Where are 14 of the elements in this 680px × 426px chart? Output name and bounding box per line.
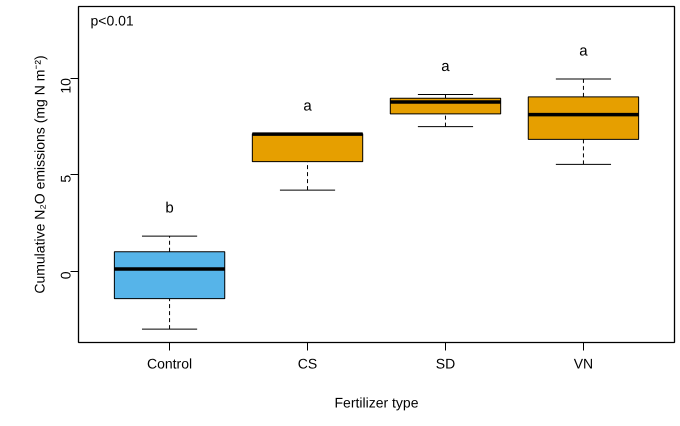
annotation: a: [441, 58, 450, 76]
annotation: b: [165, 200, 174, 217]
x-axis-title: Fertilizer type: [334, 394, 419, 410]
annotation: a: [579, 42, 588, 60]
annotation: p<0.01: [90, 12, 134, 28]
y-axis-title: Cumulative N₂O emissions (mg N m⁻²): [32, 55, 48, 294]
annotation: a: [303, 97, 312, 114]
x-tick-label: Control: [146, 356, 192, 372]
x-tick-label: CS: [298, 356, 318, 372]
x-tick-label: SD: [436, 356, 456, 372]
y-tick-label: 0: [58, 271, 74, 280]
x-tick-label: VN: [574, 356, 594, 372]
y-tick-label: 10: [58, 78, 74, 94]
y-tick-label: 5: [58, 174, 74, 183]
